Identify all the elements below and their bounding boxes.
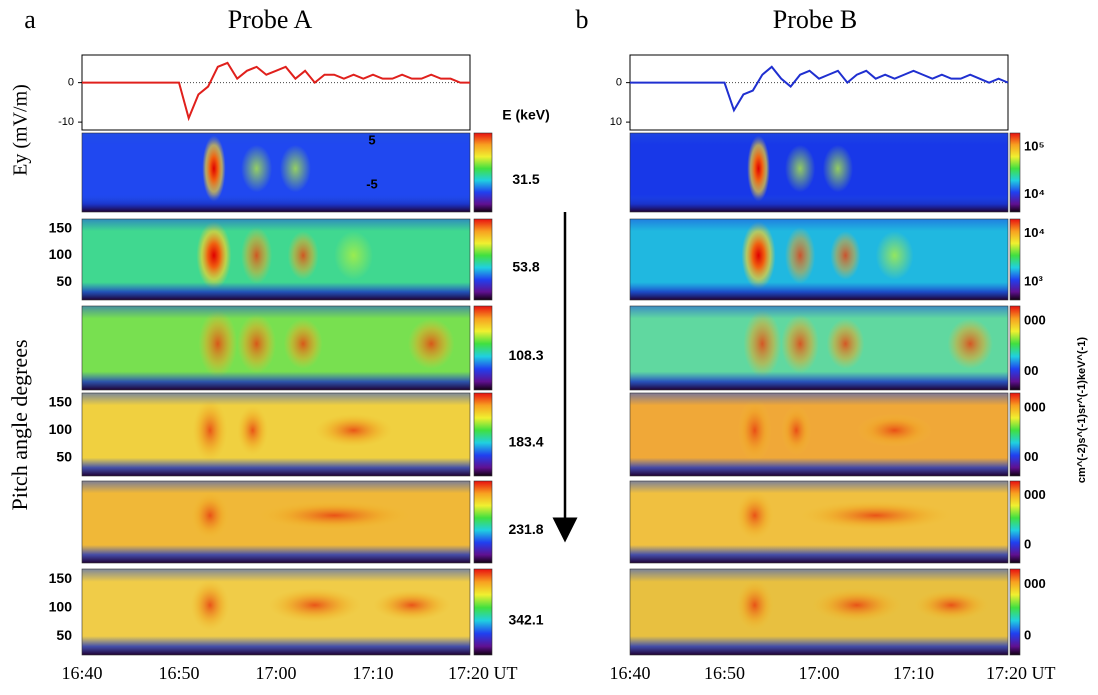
spectrogram-frame <box>629 480 1009 564</box>
pitch-tick-label: 150 <box>49 219 73 235</box>
spectrogram-edge <box>82 393 470 476</box>
ey-axis-label: Ey (mV/m) <box>10 84 32 176</box>
colorbar <box>1009 480 1021 564</box>
x-tick-label: 17:20 UT <box>986 663 1056 683</box>
spectrogram-edge <box>630 569 1008 655</box>
spectrogram-edge <box>630 481 1008 563</box>
panel-letter: a <box>24 5 36 34</box>
x-tick-label: 17:00 <box>255 663 296 683</box>
x-tick-label: 17:00 <box>798 663 839 683</box>
panel-title: Probe B <box>773 5 858 34</box>
y-tick-label: 10 <box>610 116 622 128</box>
spectrogram-frame <box>81 568 471 656</box>
energy-label: 108.3 <box>508 347 543 363</box>
colorbar <box>473 568 493 656</box>
pitch-tick-label: 50 <box>56 627 72 643</box>
ey-frame <box>629 54 1009 131</box>
x-tick-label: 17:10 <box>352 663 393 683</box>
energy-label: 183.4 <box>508 434 543 450</box>
colorbar-label: 0 <box>1024 536 1031 551</box>
ey-trace <box>82 61 470 122</box>
colorbar-label: 10³ <box>1024 274 1043 289</box>
spectrogram-edge <box>82 481 470 563</box>
spectrogram-frame <box>629 392 1009 477</box>
pitch-tick-label: 50 <box>56 273 72 289</box>
flux-unit: cm^(-2)s^(-1)sr^(-1)keV^(-1) <box>1076 337 1088 483</box>
colorbar <box>1009 132 1021 213</box>
overlay-label: 5 <box>368 132 375 147</box>
spectrogram-edge <box>82 569 470 655</box>
colorbar-label: 00 <box>1024 363 1038 378</box>
colorbar <box>1009 218 1021 301</box>
spectrogram-frame <box>629 305 1009 391</box>
colorbar <box>473 305 493 391</box>
overlay-label: -5 <box>366 176 378 191</box>
x-tick-label: 16:50 <box>158 663 199 683</box>
colorbar <box>473 132 493 213</box>
y-tick-label: 0 <box>616 77 622 89</box>
ey-frame <box>81 54 471 131</box>
spectrogram-frame <box>81 392 471 477</box>
spectrogram-frame <box>81 132 471 213</box>
panel-title: Probe A <box>228 5 313 34</box>
energy-header: E (keV) <box>502 107 549 123</box>
energy-label: 342.1 <box>508 611 543 627</box>
spectrogram-edge <box>630 219 1008 300</box>
colorbar <box>1009 568 1021 656</box>
colorbar-label: 00 <box>1024 449 1038 464</box>
colorbar <box>1009 392 1021 477</box>
pitch-tick-label: 100 <box>49 421 73 437</box>
colorbar-label: 000 <box>1024 399 1046 414</box>
spectrogram-edge <box>630 133 1008 212</box>
spectrogram-frame <box>629 132 1009 213</box>
x-tick-label: 17:10 <box>893 663 934 683</box>
ey-trace <box>630 65 1009 113</box>
colorbar-label: 0 <box>1024 628 1031 643</box>
spectrogram-edge <box>82 133 470 212</box>
pitch-tick-label: 50 <box>56 448 72 464</box>
pitch-tick-label: 100 <box>49 598 73 614</box>
colorbar-label: 000 <box>1024 313 1046 328</box>
pitch-tick-label: 100 <box>49 246 73 262</box>
x-tick-label: 16:50 <box>704 663 745 683</box>
spectrogram-frame <box>81 305 471 391</box>
spectrogram-edge <box>82 219 470 300</box>
spectrogram-frame <box>629 568 1009 656</box>
spectrogram-frame <box>81 218 471 301</box>
pitch-axis-label: Pitch angle degrees <box>7 339 32 510</box>
colorbar-label: 10⁴ <box>1024 186 1045 201</box>
spectrogram-edge <box>82 306 470 390</box>
energy-label: 31.5 <box>512 171 539 187</box>
y-tick-label: -10 <box>58 116 74 128</box>
spectrogram-frame <box>81 480 471 564</box>
spectrogram-edge <box>630 393 1008 476</box>
colorbar-label: 10⁴ <box>1024 225 1045 240</box>
colorbar <box>473 392 493 477</box>
pitch-tick-label: 150 <box>49 570 73 586</box>
y-tick-label: 0 <box>68 77 74 89</box>
colorbar <box>473 480 493 564</box>
energy-label: 231.8 <box>508 521 543 537</box>
colorbar <box>1009 305 1021 391</box>
panel-letter: b <box>576 5 589 34</box>
x-tick-label: 16:40 <box>609 663 650 683</box>
energy-label: 53.8 <box>512 258 539 274</box>
colorbar-label: 000 <box>1024 576 1046 591</box>
spectrogram-frame <box>629 218 1009 301</box>
pitch-tick-label: 150 <box>49 394 73 410</box>
colorbar <box>473 218 493 301</box>
colorbar-label: 10⁵ <box>1024 139 1045 154</box>
spectrogram-edge <box>630 306 1008 390</box>
x-tick-label: 16:40 <box>61 663 102 683</box>
colorbar-label: 000 <box>1024 487 1046 502</box>
x-tick-label: 17:20 UT <box>448 663 518 683</box>
